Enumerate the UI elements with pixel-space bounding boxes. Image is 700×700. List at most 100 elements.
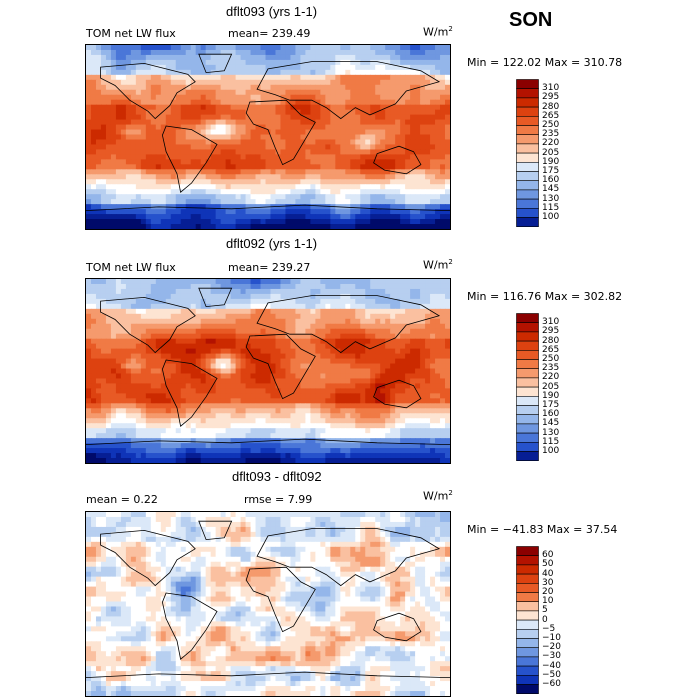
colorbar-tick-label: 250: [542, 354, 560, 364]
colorbar-bin: [516, 442, 539, 452]
colorbar-tick-label: 145: [542, 418, 560, 429]
coastline: [100, 62, 196, 120]
colorbar-tick-label: 145: [542, 184, 560, 195]
panel2-colorbar: 310 295 280 265 250 235 220 205 190 175 160 145 130 1…: [516, 313, 576, 463]
colorbar-tick-label: 265: [542, 344, 560, 355]
colorbar-bin: [516, 564, 539, 575]
colorbar-bin: [516, 171, 539, 181]
panel1-title: dflt093 (yrs 1-1): [226, 4, 318, 19]
coastline: [373, 379, 422, 409]
coastline: [373, 145, 422, 175]
coastline: [100, 529, 196, 587]
colorbar-tick-label: 190: [542, 156, 560, 167]
colorbar-bin: [516, 555, 539, 566]
panel2-title: dflt092 (yrs 1-1): [226, 236, 318, 251]
colorbar-bin: [516, 684, 539, 694]
panel3-colorbar: 60 50 40 30 20 10 5 0 −5 −10 −20 −30 −40 −50 −60: [516, 546, 576, 696]
colorbar-bin: [516, 451, 539, 461]
colorbar-tick-label: 0: [542, 614, 548, 625]
colorbar-tick-label: 160: [542, 409, 560, 420]
coastline: [256, 528, 441, 587]
colorbar-bin: [516, 349, 539, 360]
panel3-units: W/m2: [423, 489, 453, 503]
coastline: [198, 520, 233, 541]
panel1-map: [85, 44, 451, 230]
colorbar-bin: [516, 106, 539, 117]
colorbar-bin: [516, 423, 539, 434]
panel1-minmax: Min = 122.02 Max = 310.78: [467, 56, 623, 69]
colorbar-tick-label: 190: [542, 390, 560, 401]
colorbar-bin: [516, 79, 539, 89]
colorbar-tick-label: 115: [542, 436, 560, 447]
season-label: SON: [509, 9, 553, 31]
colorbar-bin: [516, 134, 539, 145]
panel1-colorbar: 310 295 280 265 250 235 220 205 190 175 160 145 130 1…: [516, 79, 576, 229]
colorbar-tick-label: −60: [542, 679, 561, 689]
colorbar-bin: [516, 377, 539, 388]
colorbar-tick-label: 220: [542, 372, 560, 383]
colorbar-tick-label: 205: [542, 381, 560, 392]
colorbar-tick-label: 130: [542, 193, 560, 204]
coastline: [245, 333, 316, 400]
colorbar-bin: [516, 208, 539, 218]
coastline: [198, 287, 233, 308]
colorbar-bin: [516, 322, 539, 333]
colorbar-bin: [516, 432, 539, 443]
colorbar-bin: [516, 189, 539, 200]
colorbar-bin: [516, 610, 539, 621]
colorbar-tick-label: 205: [542, 147, 560, 158]
panel3-minmax: Min = −41.83 Max = 37.54: [467, 523, 618, 536]
colorbar-bin: [516, 656, 539, 667]
panel3-rmse-label: rmse = 7.99: [244, 493, 313, 506]
colorbar-bin: [516, 217, 539, 227]
colorbar-bin: [516, 331, 539, 342]
colorbar-bin: [516, 386, 539, 397]
colorbar-svg: [516, 79, 539, 227]
colorbar-bin: [516, 665, 539, 676]
colorbar-tick-label: −30: [542, 651, 561, 662]
map-svg: [86, 45, 450, 229]
colorbar-tick-label: 175: [542, 166, 560, 176]
colorbar-tick-label: 175: [542, 400, 560, 410]
coastline: [161, 359, 218, 427]
colorbar-bin: [516, 414, 539, 425]
colorbar-tick-label: −20: [542, 642, 561, 653]
colorbar-tick-label: 160: [542, 175, 560, 186]
coastline: [198, 53, 233, 74]
coastline: [100, 296, 196, 354]
colorbar-tick-label: 10: [542, 596, 554, 607]
colorbar-bin: [516, 359, 539, 369]
field-cells: [86, 512, 450, 696]
colorbar-bin: [516, 546, 539, 556]
colorbar-bin: [516, 125, 539, 135]
colorbar-tick-label: 100: [542, 212, 560, 222]
coastline: [373, 612, 422, 642]
colorbar-bin: [516, 368, 539, 379]
colorbar-bin: [516, 313, 539, 323]
colorbar-svg: [516, 313, 539, 461]
coastline: [161, 125, 218, 193]
colorbar-tick-label: 250: [542, 120, 560, 130]
colorbar-tick-label: 100: [542, 446, 560, 456]
field-cells: [86, 279, 450, 463]
colorbar-tick-label: 235: [542, 363, 560, 374]
colorbar-bin: [516, 675, 539, 685]
panel3-mean-label: mean = 0.22: [86, 493, 158, 506]
panel3-title: dflt093 - dflt092: [232, 469, 322, 484]
colorbar-tick-label: 40: [542, 568, 554, 579]
colorbar-bin: [516, 143, 539, 154]
colorbar-bin: [516, 396, 539, 406]
map-svg: [86, 512, 450, 696]
panel1-mean-label: mean= 239.49: [228, 27, 311, 40]
colorbar-tick-label: 130: [542, 427, 560, 438]
colorbar-bin: [516, 340, 539, 351]
colorbar-tick-label: 310: [542, 83, 560, 94]
colorbar-bin: [516, 638, 539, 648]
panel1-variable-label: TOM net LW flux: [86, 27, 176, 40]
colorbar-bin: [516, 115, 539, 126]
coastline: [86, 204, 450, 211]
coastline: [256, 61, 441, 120]
colorbar-bin: [516, 88, 539, 99]
panel2-variable-label: TOM net LW flux: [86, 261, 176, 274]
colorbar-bin: [516, 152, 539, 163]
